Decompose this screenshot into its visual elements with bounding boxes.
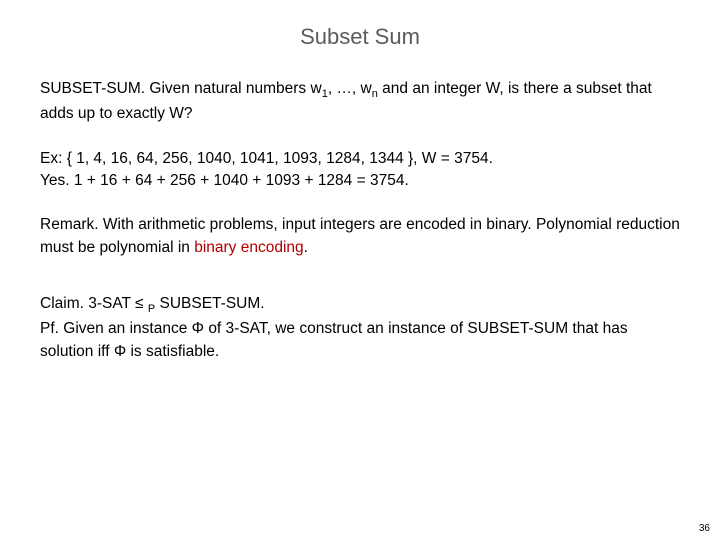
highlight-binary: binary encoding — [194, 239, 303, 256]
paragraph-claim: Claim. 3-SAT ≤ P SUBSET-SUM. Pf. Given a… — [40, 293, 680, 363]
label-claim: Claim. — [40, 295, 84, 312]
text: { 1, 4, 16, 64, 256, 1040, 1041, 1093, 1… — [62, 150, 492, 167]
paragraph-example: Ex: { 1, 4, 16, 64, 256, 1040, 1041, 109… — [40, 148, 680, 193]
label-ex: Ex: — [40, 150, 62, 167]
label-yes: Yes. — [40, 172, 70, 189]
slide: Subset Sum SUBSET-SUM. Given natural num… — [0, 0, 720, 363]
text: . — [304, 239, 308, 256]
text: Given an instance Φ of 3-SAT, we constru… — [40, 320, 628, 359]
text: 3-SAT ≤ — [84, 295, 148, 312]
label-subset-sum: SUBSET-SUM. — [40, 80, 145, 97]
page-title: Subset Sum — [40, 24, 680, 50]
page-number: 36 — [699, 523, 710, 534]
text: 1 + 16 + 64 + 256 + 1040 + 1093 + 1284 =… — [70, 172, 409, 189]
text: , …, w — [328, 80, 372, 97]
label-pf: Pf. — [40, 320, 59, 337]
text: With arithmetic problems, input integers… — [40, 216, 680, 255]
paragraph-problem: SUBSET-SUM. Given natural numbers w1, …,… — [40, 78, 680, 126]
text: SUBSET-SUM. — [155, 295, 264, 312]
text: Given natural numbers w — [145, 80, 322, 97]
paragraph-remark: Remark. With arithmetic problems, input … — [40, 214, 680, 259]
label-remark: Remark. — [40, 216, 99, 233]
